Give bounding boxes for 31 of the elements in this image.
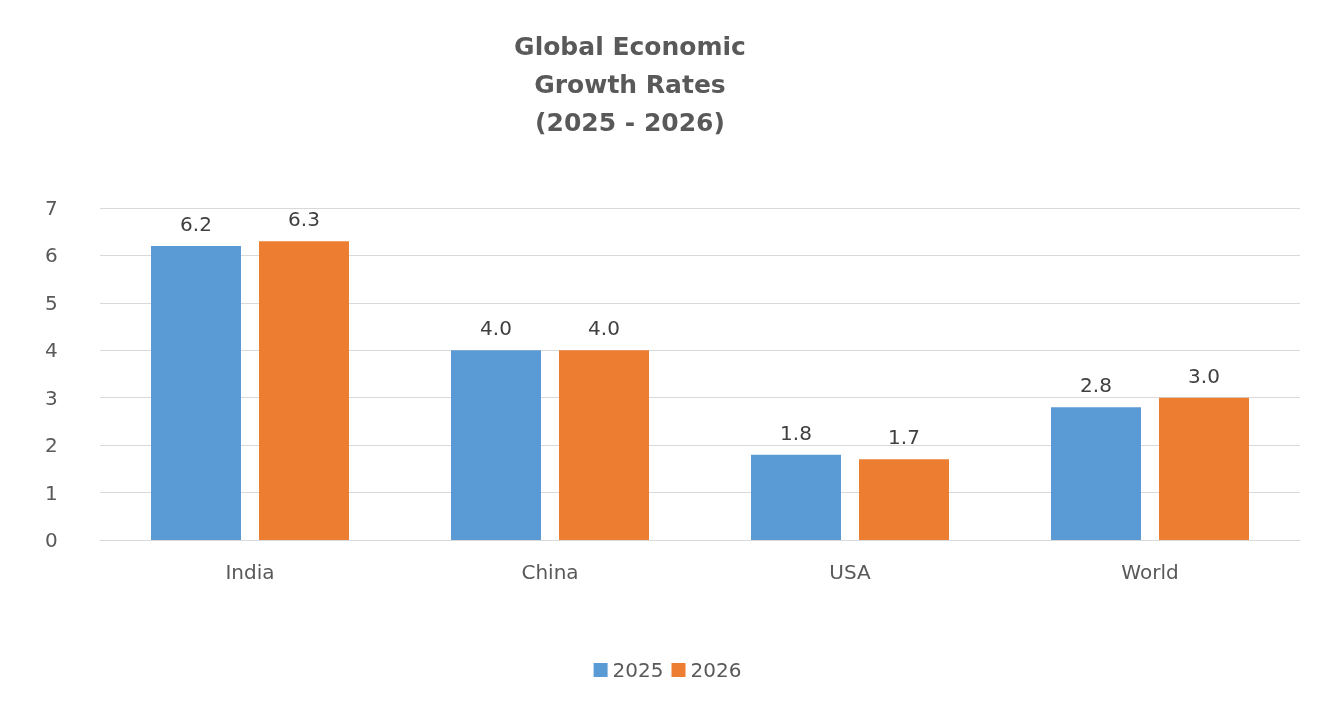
x-tick-label: USA <box>829 560 872 584</box>
bar <box>751 454 841 540</box>
y-tick-label: 5 <box>45 290 58 315</box>
y-tick-label: 3 <box>45 385 58 410</box>
data-label: 1.8 <box>780 420 812 445</box>
x-tick-label: World <box>1121 560 1179 584</box>
y-tick-label: 0 <box>45 528 58 552</box>
x-tick-label: India <box>225 560 275 584</box>
legend-label: 2025 <box>612 658 664 682</box>
data-label: 6.2 <box>180 211 212 236</box>
y-tick-label: 1 <box>45 480 58 505</box>
data-label: 6.3 <box>288 207 320 232</box>
bar <box>451 350 541 540</box>
bar <box>859 459 949 540</box>
data-label: 2.8 <box>1080 373 1112 398</box>
legend-label: 2026 <box>690 658 742 682</box>
bar <box>1159 397 1249 540</box>
data-label: 1.7 <box>888 425 920 450</box>
data-label: 4.0 <box>480 316 512 341</box>
data-label: 3.0 <box>1188 363 1220 388</box>
y-tick-label: 6 <box>45 243 58 268</box>
bar <box>559 350 649 540</box>
data-label: 4.0 <box>588 316 620 341</box>
bar <box>259 241 349 540</box>
y-tick-label: 2 <box>45 433 58 458</box>
y-tick-label: 7 <box>45 196 58 220</box>
bar <box>151 245 241 540</box>
bar <box>1051 407 1141 540</box>
x-tick-label: China <box>521 560 579 584</box>
chart-title: Global Economic Growth Rates (2025 - 2026) <box>514 31 746 137</box>
y-tick-label: 4 <box>45 338 58 363</box>
